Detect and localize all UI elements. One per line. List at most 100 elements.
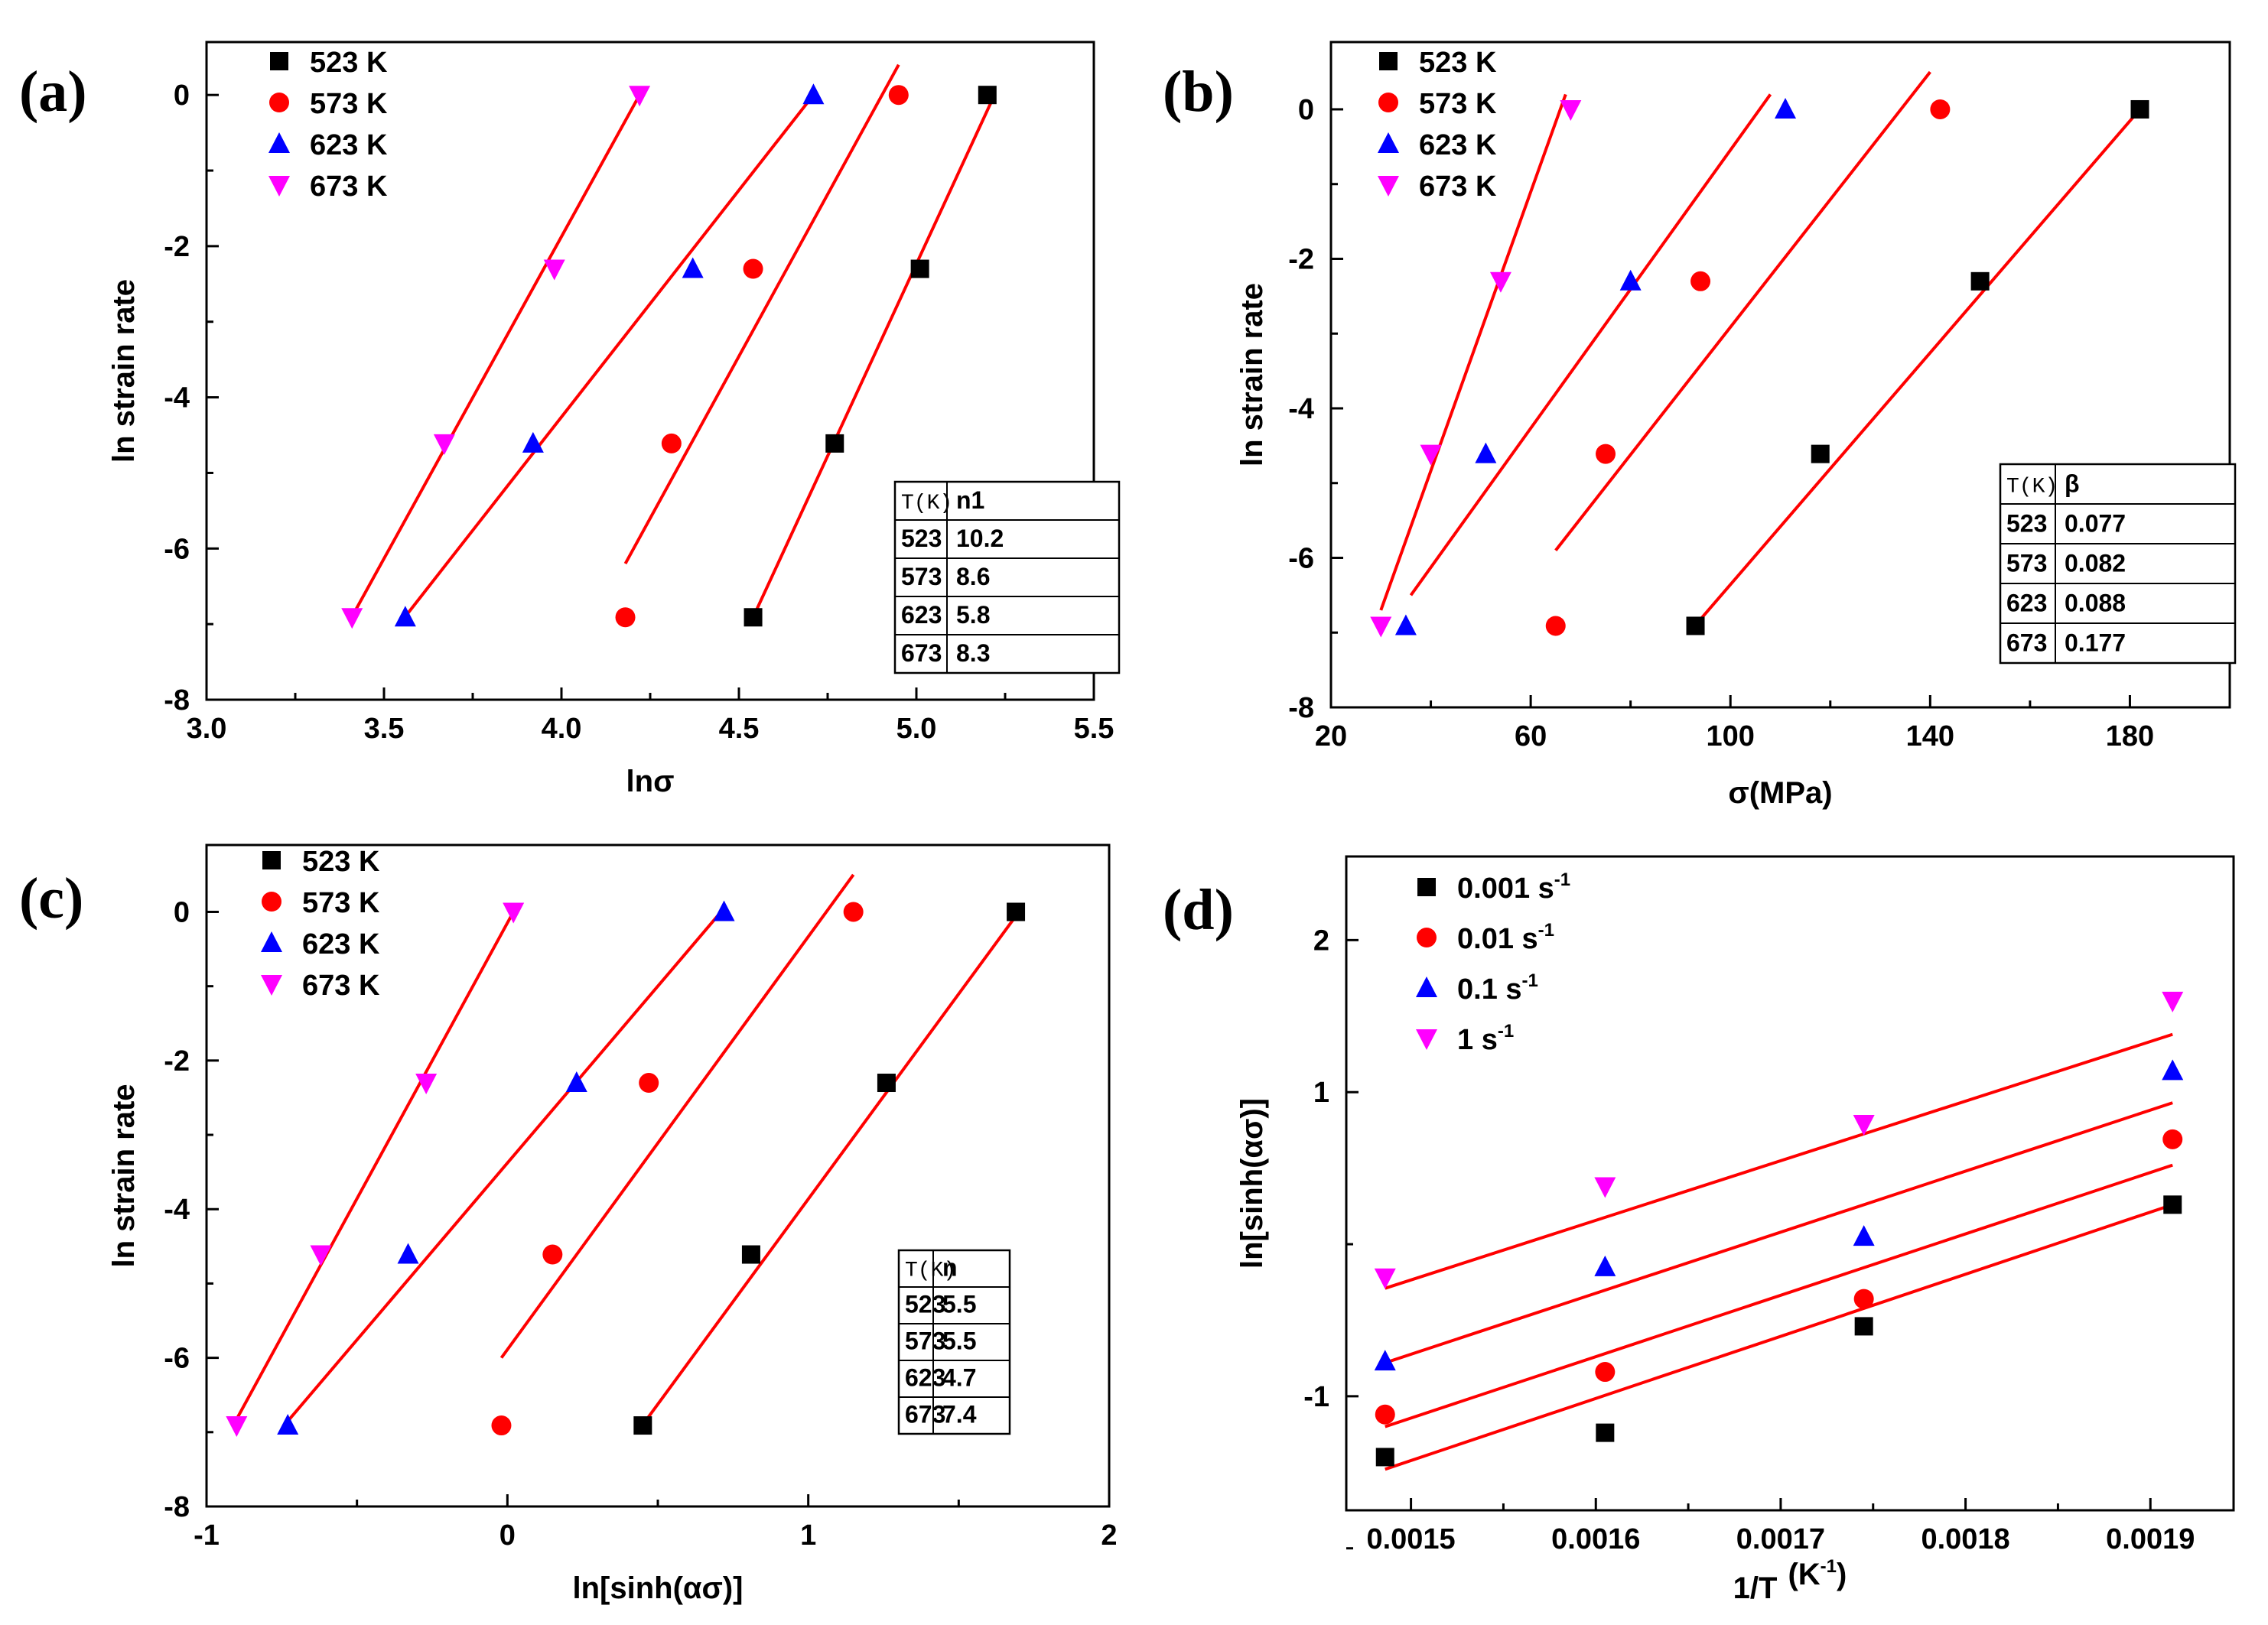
legend-label: 523 K <box>310 47 388 79</box>
x-tick-label: 100 <box>1707 720 1755 752</box>
x-axis-label-text: σ(MPa) <box>1728 776 1832 810</box>
data-point <box>682 257 704 278</box>
data-point <box>843 902 864 922</box>
data-point <box>978 86 997 105</box>
x-tick-label: 0 <box>499 1519 516 1552</box>
table-cell: 623 <box>2006 589 2047 616</box>
data-point <box>1619 269 1642 291</box>
x-axis-unit: (K <box>1788 1558 1820 1591</box>
x-tick-label: 140 <box>1906 720 1954 752</box>
data-point <box>743 258 763 279</box>
x-axis-label-text: lnσ <box>626 765 675 798</box>
legend-label: 573 K <box>1419 88 1497 120</box>
legend-label: 623 K <box>302 928 380 960</box>
legend-label-text: 1 s <box>1457 1024 1498 1056</box>
data-point <box>2162 1129 2183 1149</box>
data-point <box>1854 1317 1873 1336</box>
table-header-cell: T(K) <box>901 492 952 515</box>
data-point <box>633 1416 652 1435</box>
data-point <box>1375 1448 1394 1467</box>
data-point <box>2163 1195 2182 1214</box>
table-cell: 10.2 <box>956 525 1004 552</box>
x-tick-label: 20 <box>1315 720 1347 752</box>
data-point <box>825 434 844 453</box>
data-point <box>1594 1177 1616 1198</box>
x-tick-label: 180 <box>2106 720 2154 752</box>
legend-marker <box>268 176 290 197</box>
table-cell: 7.4 <box>942 1401 977 1428</box>
x-tick-label: 5.5 <box>1074 713 1114 745</box>
legend-label-text: 573 K <box>1419 88 1497 120</box>
data-point <box>1930 99 1951 119</box>
legend-marker <box>262 892 281 912</box>
y-tick-label: -6 <box>164 1343 190 1375</box>
fit-line <box>404 93 815 618</box>
table-cell: 573 <box>905 1328 945 1355</box>
y-axis-label: ln strain rate <box>107 279 141 463</box>
table-frame <box>1999 463 2237 665</box>
panel-label: (c) <box>19 866 83 931</box>
data-point <box>615 607 636 628</box>
fit-line <box>283 911 723 1426</box>
x-tick-label: 5.0 <box>896 713 937 745</box>
x-tick-label: 1 <box>800 1519 816 1552</box>
y-tick-label: -6 <box>164 533 190 565</box>
table-header-cell: T(K) <box>2006 475 2058 499</box>
data-point <box>1394 614 1417 635</box>
data-point <box>1596 444 1616 464</box>
y-tick-label: -4 <box>1288 393 1314 425</box>
legend-marker <box>1379 52 1398 70</box>
legend-label-text: 623 K <box>302 928 380 960</box>
data-point <box>1489 271 1511 293</box>
y-tick-label: -1 <box>1303 1381 1329 1413</box>
table-cell: 673 <box>901 639 942 667</box>
x-tick-label: -1 <box>194 1519 220 1552</box>
data-point <box>1970 271 1990 291</box>
legend-label-sup: -1 <box>1538 920 1554 941</box>
legend-marker <box>1417 928 1437 947</box>
data-point <box>1690 271 1711 291</box>
table-cell: 0.077 <box>2065 509 2126 537</box>
table-cell: 573 <box>2006 549 2047 577</box>
legend-label-text: 573 K <box>302 887 380 919</box>
data-point <box>522 431 544 453</box>
x-tick-label: 60 <box>1515 720 1547 752</box>
table-cell: 523 <box>905 1291 945 1318</box>
data-point <box>1475 442 1497 463</box>
data-point <box>1595 1362 1616 1383</box>
legend-label-sup: -1 <box>1554 869 1570 890</box>
data-point <box>1853 1114 1875 1136</box>
data-point <box>491 1415 512 1436</box>
legend-label: 673 K <box>1419 171 1497 203</box>
panel-label: (b) <box>1163 60 1234 124</box>
y-tick-label: 0 <box>174 80 190 112</box>
data-point <box>1420 444 1442 466</box>
legend-label-sup: -1 <box>1498 1021 1514 1042</box>
legend-label: 0.01 s-1 <box>1457 920 1554 955</box>
legend-label-text: 623 K <box>310 129 388 161</box>
data-point <box>1374 1268 1396 1289</box>
x-axis-label: lnσ <box>626 765 675 798</box>
fit-line <box>1554 70 1931 551</box>
y-tick-label: -8 <box>164 684 190 717</box>
x-axis-unit-close: ) <box>1837 1558 1847 1591</box>
legend-marker <box>1378 132 1399 153</box>
table-cell: 8.3 <box>956 639 990 667</box>
data-point <box>1374 1350 1396 1371</box>
data-point <box>802 83 825 105</box>
data-point <box>1007 902 1026 921</box>
legend-label: 523 K <box>1419 47 1497 79</box>
data-point <box>542 1244 563 1265</box>
data-point <box>226 1416 248 1438</box>
legend-label: 0.1 s-1 <box>1457 970 1538 1006</box>
data-point <box>888 85 909 106</box>
data-point <box>744 608 763 627</box>
x-axis-unit-sup: -1 <box>1821 1556 1837 1577</box>
x-tick-label: 0.0016 <box>1551 1523 1640 1555</box>
y-tick-label: 1 <box>1313 1077 1329 1109</box>
fit-line <box>1694 108 2142 626</box>
data-point <box>1545 616 1566 636</box>
legend-label: 573 K <box>302 887 380 919</box>
panel-4: (d)0.0015 0.0016 0.0017 0.0018 0.001921-11/T… <box>1163 855 2235 1605</box>
data-point <box>1775 97 1797 119</box>
